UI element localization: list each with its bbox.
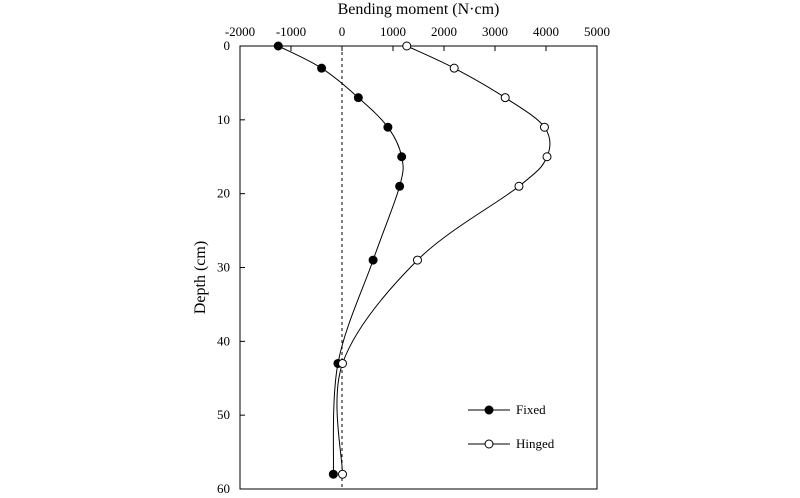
series-hinged: [336, 41, 552, 479]
data-point-hinged: [539, 122, 549, 132]
x-tick-label: -1000: [276, 24, 306, 39]
data-point-fixed: [317, 63, 327, 73]
x-axis-title: Bending moment (N·cm): [338, 1, 500, 18]
data-point-hinged: [542, 152, 552, 162]
legend-item-fixed: Fixed: [468, 402, 546, 417]
plot-frame: [239, 45, 598, 490]
data-point-hinged: [449, 63, 459, 73]
series-line-fixed: [278, 45, 404, 475]
data-point-fixed: [368, 255, 378, 265]
y-axis-ticks: 0 10 20 30 40 50 60: [217, 38, 245, 496]
legend-marker-hinged: [484, 439, 494, 449]
data-point-fixed: [328, 469, 338, 479]
y-tick-label: 0: [224, 38, 231, 53]
series-fixed: [273, 41, 407, 479]
x-tick-label: 3000: [482, 24, 508, 39]
data-point-hinged: [514, 181, 524, 191]
y-tick-label: 50: [217, 407, 230, 422]
x-tick-label: -2000: [225, 24, 255, 39]
y-tick-label: 30: [217, 260, 230, 275]
data-point-fixed: [395, 181, 405, 191]
series-line-hinged: [336, 45, 551, 475]
y-tick-label: 10: [217, 112, 230, 127]
data-point-hinged: [402, 41, 412, 51]
series-layer: [273, 41, 552, 479]
plot-area: [239, 45, 598, 490]
x-tick-label: 4000: [533, 24, 559, 39]
y-axis-title: Depth (cm): [192, 241, 209, 314]
x-tick-label: 0: [339, 24, 346, 39]
data-point-fixed: [353, 93, 363, 103]
data-point-fixed: [273, 41, 283, 51]
legend-label-fixed: Fixed: [516, 402, 546, 417]
y-tick-label: 40: [217, 333, 230, 348]
data-point-hinged: [338, 469, 348, 479]
x-axis-ticks: -2000 -1000 0 1000 2000 3000 4000 5000: [225, 24, 610, 51]
data-point-hinged: [338, 358, 348, 368]
y-tick-label: 60: [217, 481, 230, 496]
legend: Fixed Hinged: [468, 402, 555, 451]
data-point-fixed: [397, 152, 407, 162]
data-point-fixed: [383, 122, 393, 132]
data-point-hinged: [412, 255, 422, 265]
legend-marker-fixed: [484, 405, 494, 415]
x-tick-label: 2000: [431, 24, 457, 39]
legend-item-hinged: Hinged: [468, 436, 555, 451]
data-point-hinged: [500, 93, 510, 103]
legend-label-hinged: Hinged: [516, 436, 555, 451]
y-tick-label: 20: [217, 186, 230, 201]
x-tick-label: 5000: [584, 24, 610, 39]
x-tick-label: 1000: [380, 24, 406, 39]
